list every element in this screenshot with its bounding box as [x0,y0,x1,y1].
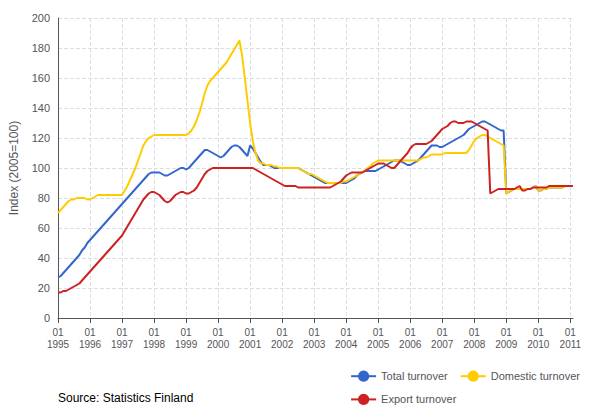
svg-text:1996: 1996 [79,339,102,350]
svg-text:2002: 2002 [271,339,294,350]
svg-text:01: 01 [565,327,577,338]
svg-text:2010: 2010 [527,339,550,350]
svg-text:200: 200 [32,12,50,24]
svg-text:160: 160 [32,72,50,84]
svg-text:Source: Statistics Finland: Source: Statistics Finland [58,391,193,405]
svg-text:01: 01 [148,327,160,338]
svg-text:01: 01 [309,327,321,338]
svg-text:01: 01 [181,327,193,338]
svg-text:120: 120 [32,132,50,144]
svg-text:1999: 1999 [175,339,198,350]
svg-text:2009: 2009 [495,339,518,350]
svg-text:2008: 2008 [463,339,486,350]
svg-text:100: 100 [32,162,50,174]
svg-text:2005: 2005 [367,339,390,350]
svg-text:1995: 1995 [47,339,70,350]
svg-text:2000: 2000 [207,339,230,350]
svg-text:01: 01 [52,327,64,338]
svg-text:01: 01 [277,327,289,338]
svg-text:01: 01 [213,327,225,338]
svg-text:60: 60 [38,222,50,234]
svg-text:1998: 1998 [143,339,166,350]
svg-text:01: 01 [533,327,545,338]
svg-text:Export turnover: Export turnover [381,393,457,405]
svg-text:0: 0 [44,312,50,324]
svg-text:Index (2005=100): Index (2005=100) [7,121,21,215]
svg-text:1997: 1997 [111,339,134,350]
svg-text:01: 01 [373,327,385,338]
svg-text:Total turnover: Total turnover [381,370,448,382]
svg-text:40: 40 [38,252,50,264]
svg-text:2011: 2011 [560,339,582,350]
svg-text:20: 20 [38,282,50,294]
svg-text:2006: 2006 [399,339,422,350]
svg-text:01: 01 [437,327,449,338]
svg-text:01: 01 [469,327,481,338]
svg-text:2003: 2003 [303,339,326,350]
svg-text:Domestic turnover: Domestic turnover [491,370,581,382]
svg-text:01: 01 [116,327,128,338]
svg-text:2007: 2007 [431,339,454,350]
svg-text:01: 01 [245,327,257,338]
svg-text:01: 01 [501,327,513,338]
svg-text:80: 80 [38,192,50,204]
svg-text:2001: 2001 [239,339,262,350]
svg-text:01: 01 [341,327,353,338]
svg-text:180: 180 [32,42,50,54]
svg-text:01: 01 [405,327,417,338]
svg-text:2004: 2004 [335,339,358,350]
svg-text:01: 01 [84,327,96,338]
svg-text:140: 140 [32,102,50,114]
